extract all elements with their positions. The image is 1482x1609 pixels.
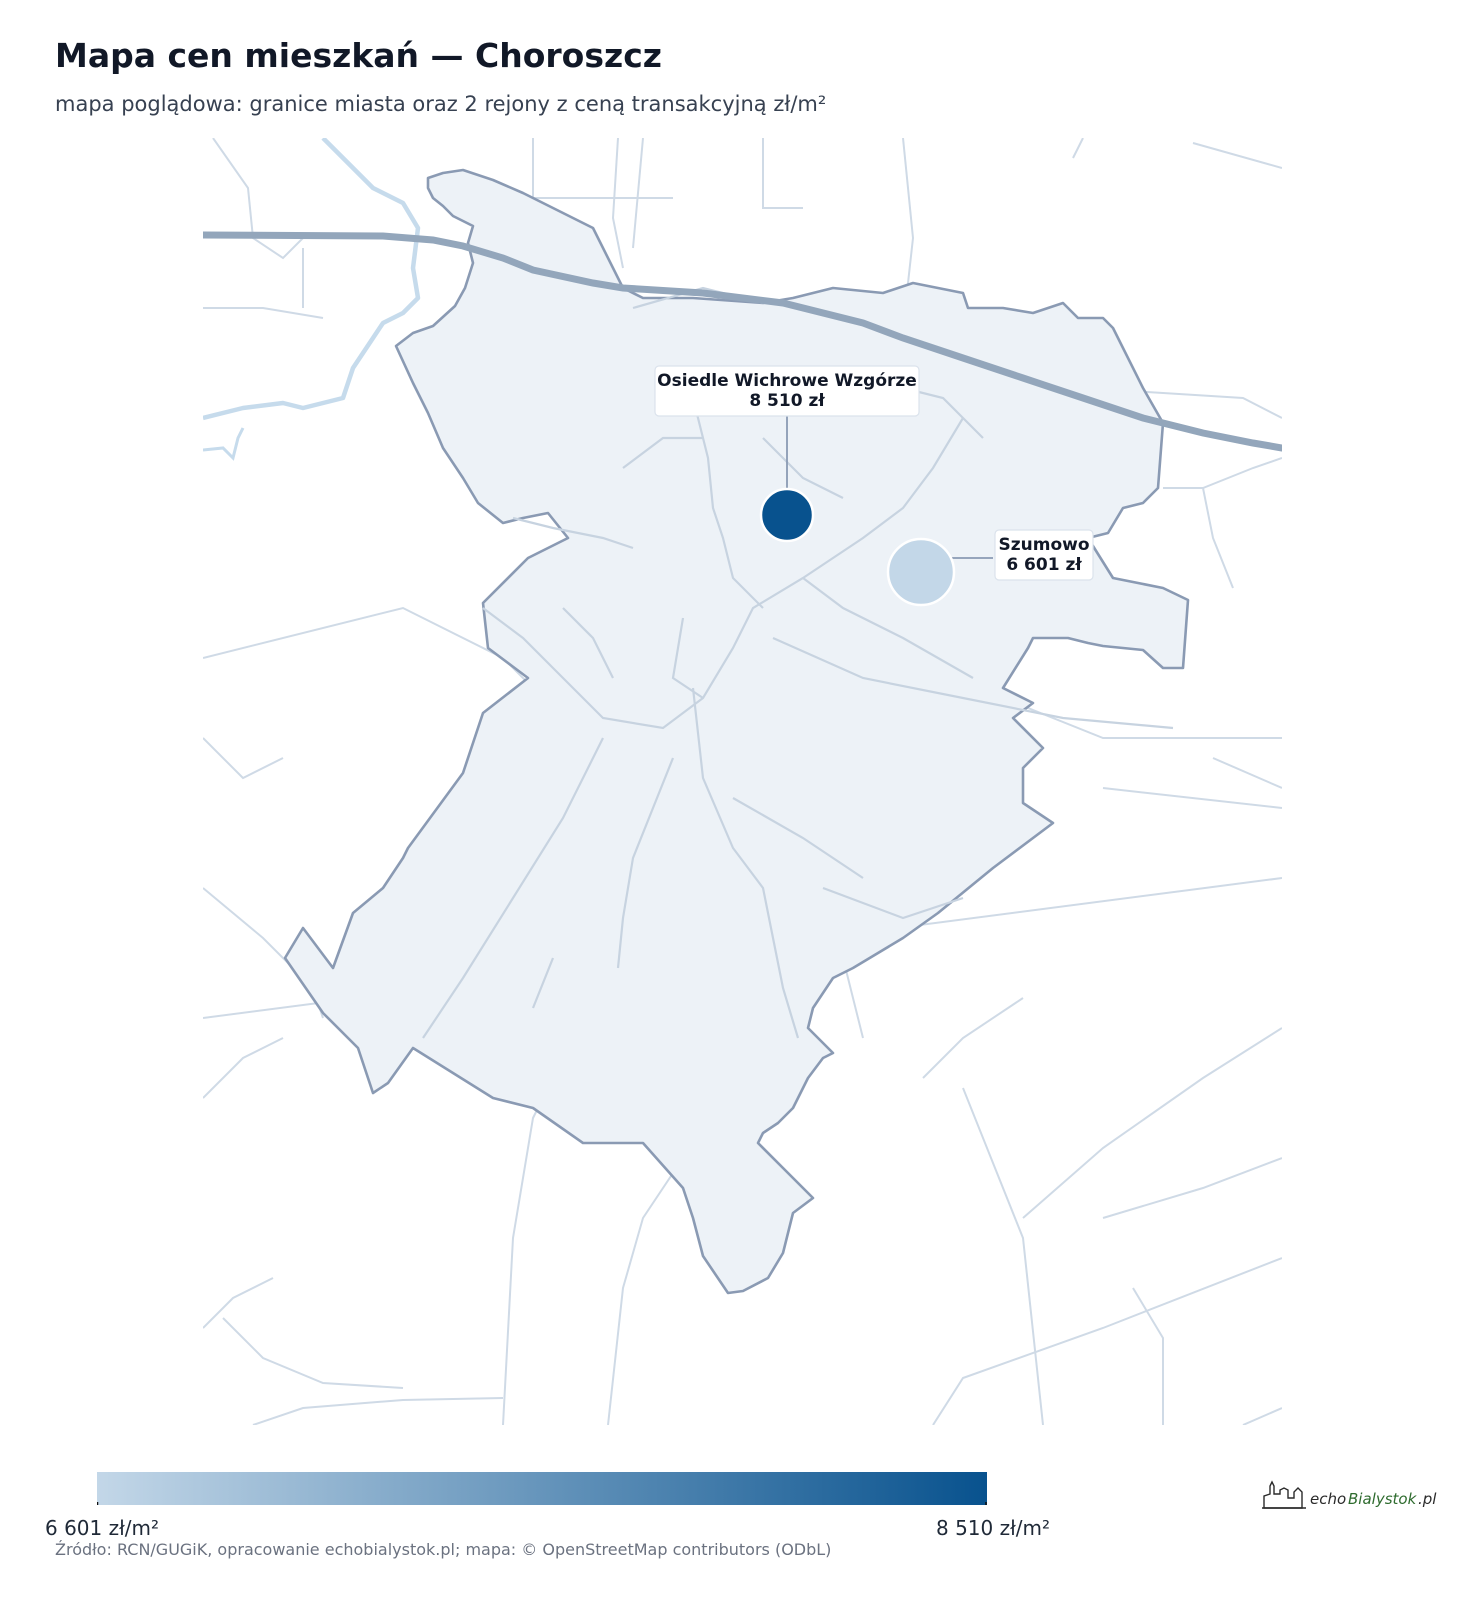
marker-szumowo[interactable]	[886, 537, 956, 607]
region-price: 6 601 zł	[1006, 555, 1082, 575]
page-subtitle: mapa poglądowa: granice miasta oraz 2 re…	[55, 92, 827, 116]
marker-osiedle-wichrowe-wzgorze[interactable]	[759, 487, 815, 543]
echobialystok-logo: echo Bialystok .pl	[1262, 1480, 1437, 1509]
svg-text:echo: echo	[1310, 1490, 1346, 1508]
page-title: Mapa cen mieszkań — Choroszcz	[55, 36, 662, 75]
city-streets	[422, 286, 1174, 1039]
map[interactable]: Osiedle Wichrowe Wzgórze 8 510 zł Szumow…	[203, 138, 1282, 1425]
railway	[203, 231, 1282, 452]
colorbar	[97, 1472, 987, 1505]
source-note: Źródło: RCN/GUGiK, opracowanie echobialy…	[55, 1540, 832, 1559]
region-name: Szumowo	[998, 535, 1089, 555]
region-price: 8 510 zł	[749, 391, 825, 411]
colorbar-max-label: 8 510 zł/m²	[936, 1516, 1051, 1540]
city-boundary	[283, 168, 1190, 1295]
svg-text:.pl: .pl	[1418, 1490, 1437, 1508]
river	[203, 138, 421, 421]
label-osiedle-wichrowe-wzgorze: Osiedle Wichrowe Wzgórze 8 510 zł	[654, 365, 920, 417]
colorbar-min-label: 6 601 zł/m²	[45, 1516, 160, 1540]
label-szumowo: Szumowo 6 601 zł	[994, 529, 1094, 581]
region-name: Osiedle Wichrowe Wzgórze	[657, 371, 917, 391]
svg-text:Bialystok: Bialystok	[1348, 1490, 1418, 1508]
